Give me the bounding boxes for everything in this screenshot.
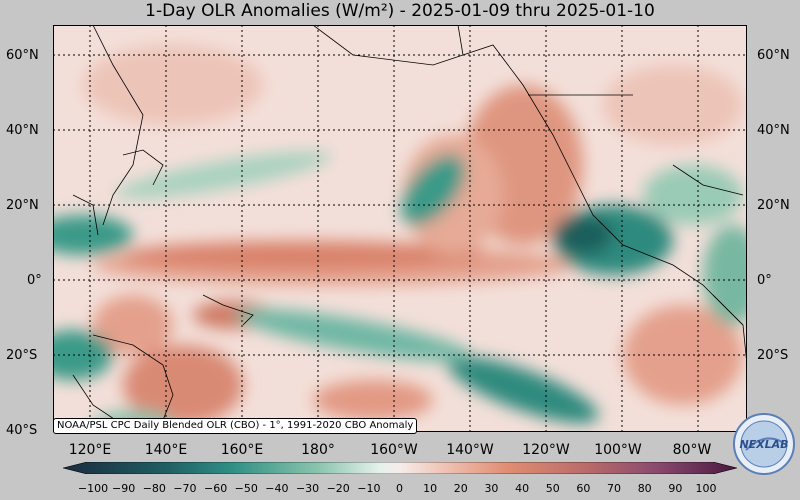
lon-label-100w: 100°W [594,442,642,458]
colorbar-tick-label: 20 [453,482,468,495]
lat-label-40s-left: 40°S [6,423,38,438]
lon-label-80w: 80°W [672,442,712,458]
lon-label-140e: 140°E [144,442,188,458]
colorbar-tick-label: −80 [142,482,166,495]
lon-label-140w: 140°W [446,442,494,458]
lat-label-eq-right: 0° [757,273,772,288]
nexlab-logo: NEXLAB [733,413,795,475]
logo-text: NEXLAB [739,438,788,451]
colorbar-tick-label: 100 [695,482,717,495]
colorbar-tick-label: −30 [295,482,320,495]
colorbar [63,462,737,474]
colorbar-tick-label: 10 [423,482,438,495]
colorbar-tick-label: −100 [77,482,109,495]
colorbar-tick-label: 30 [484,482,499,495]
colorbar-tick-label: −70 [173,482,197,495]
lon-label-180: 180° [301,442,335,458]
lon-label-120w: 120°W [522,442,570,458]
lon-label-160e: 160°E [220,442,264,458]
colorbar-tick-label: −40 [265,482,289,495]
data-credit: NOAA/PSL CPC Daily Blended OLR (CBO) - 1… [53,418,418,434]
colorbar-tick-label: 70 [607,482,622,495]
lat-label-eq-left: 0° [27,273,42,288]
colorbar-tick-label: −90 [112,482,136,495]
olr-anomaly-map [53,25,747,432]
colorbar-tick-label: 0 [396,482,403,495]
colorbar-tick-label: −60 [203,482,228,495]
lat-label-20n-left: 20°N [6,198,39,213]
colorbar-tick-label: 60 [576,482,591,495]
colorbar-tick-label: 40 [515,482,530,495]
lat-label-60n-right: 60°N [757,48,790,63]
lat-label-40n-left: 40°N [6,123,39,138]
colorbar-tick-label: 80 [637,482,652,495]
lat-label-60n-left: 60°N [6,48,39,63]
colorbar-tick-label: −50 [234,482,258,495]
lat-label-20s-right: 20°S [757,348,789,363]
lat-label-40n-right: 40°N [757,123,790,138]
colorbar-tick-label: −10 [357,482,381,495]
lat-label-20s-left: 20°S [6,348,38,363]
map-title: 1-Day OLR Anomalies (W/m²) - 2025-01-09 … [145,1,655,21]
lat-label-20n-right: 20°N [757,198,790,213]
lon-label-120e: 120°E [68,442,112,458]
colorbar-tick-label: 50 [545,482,560,495]
lon-label-160w: 160°W [370,442,418,458]
colorbar-tick-label: 90 [668,482,683,495]
colorbar-tick-label: −20 [326,482,350,495]
